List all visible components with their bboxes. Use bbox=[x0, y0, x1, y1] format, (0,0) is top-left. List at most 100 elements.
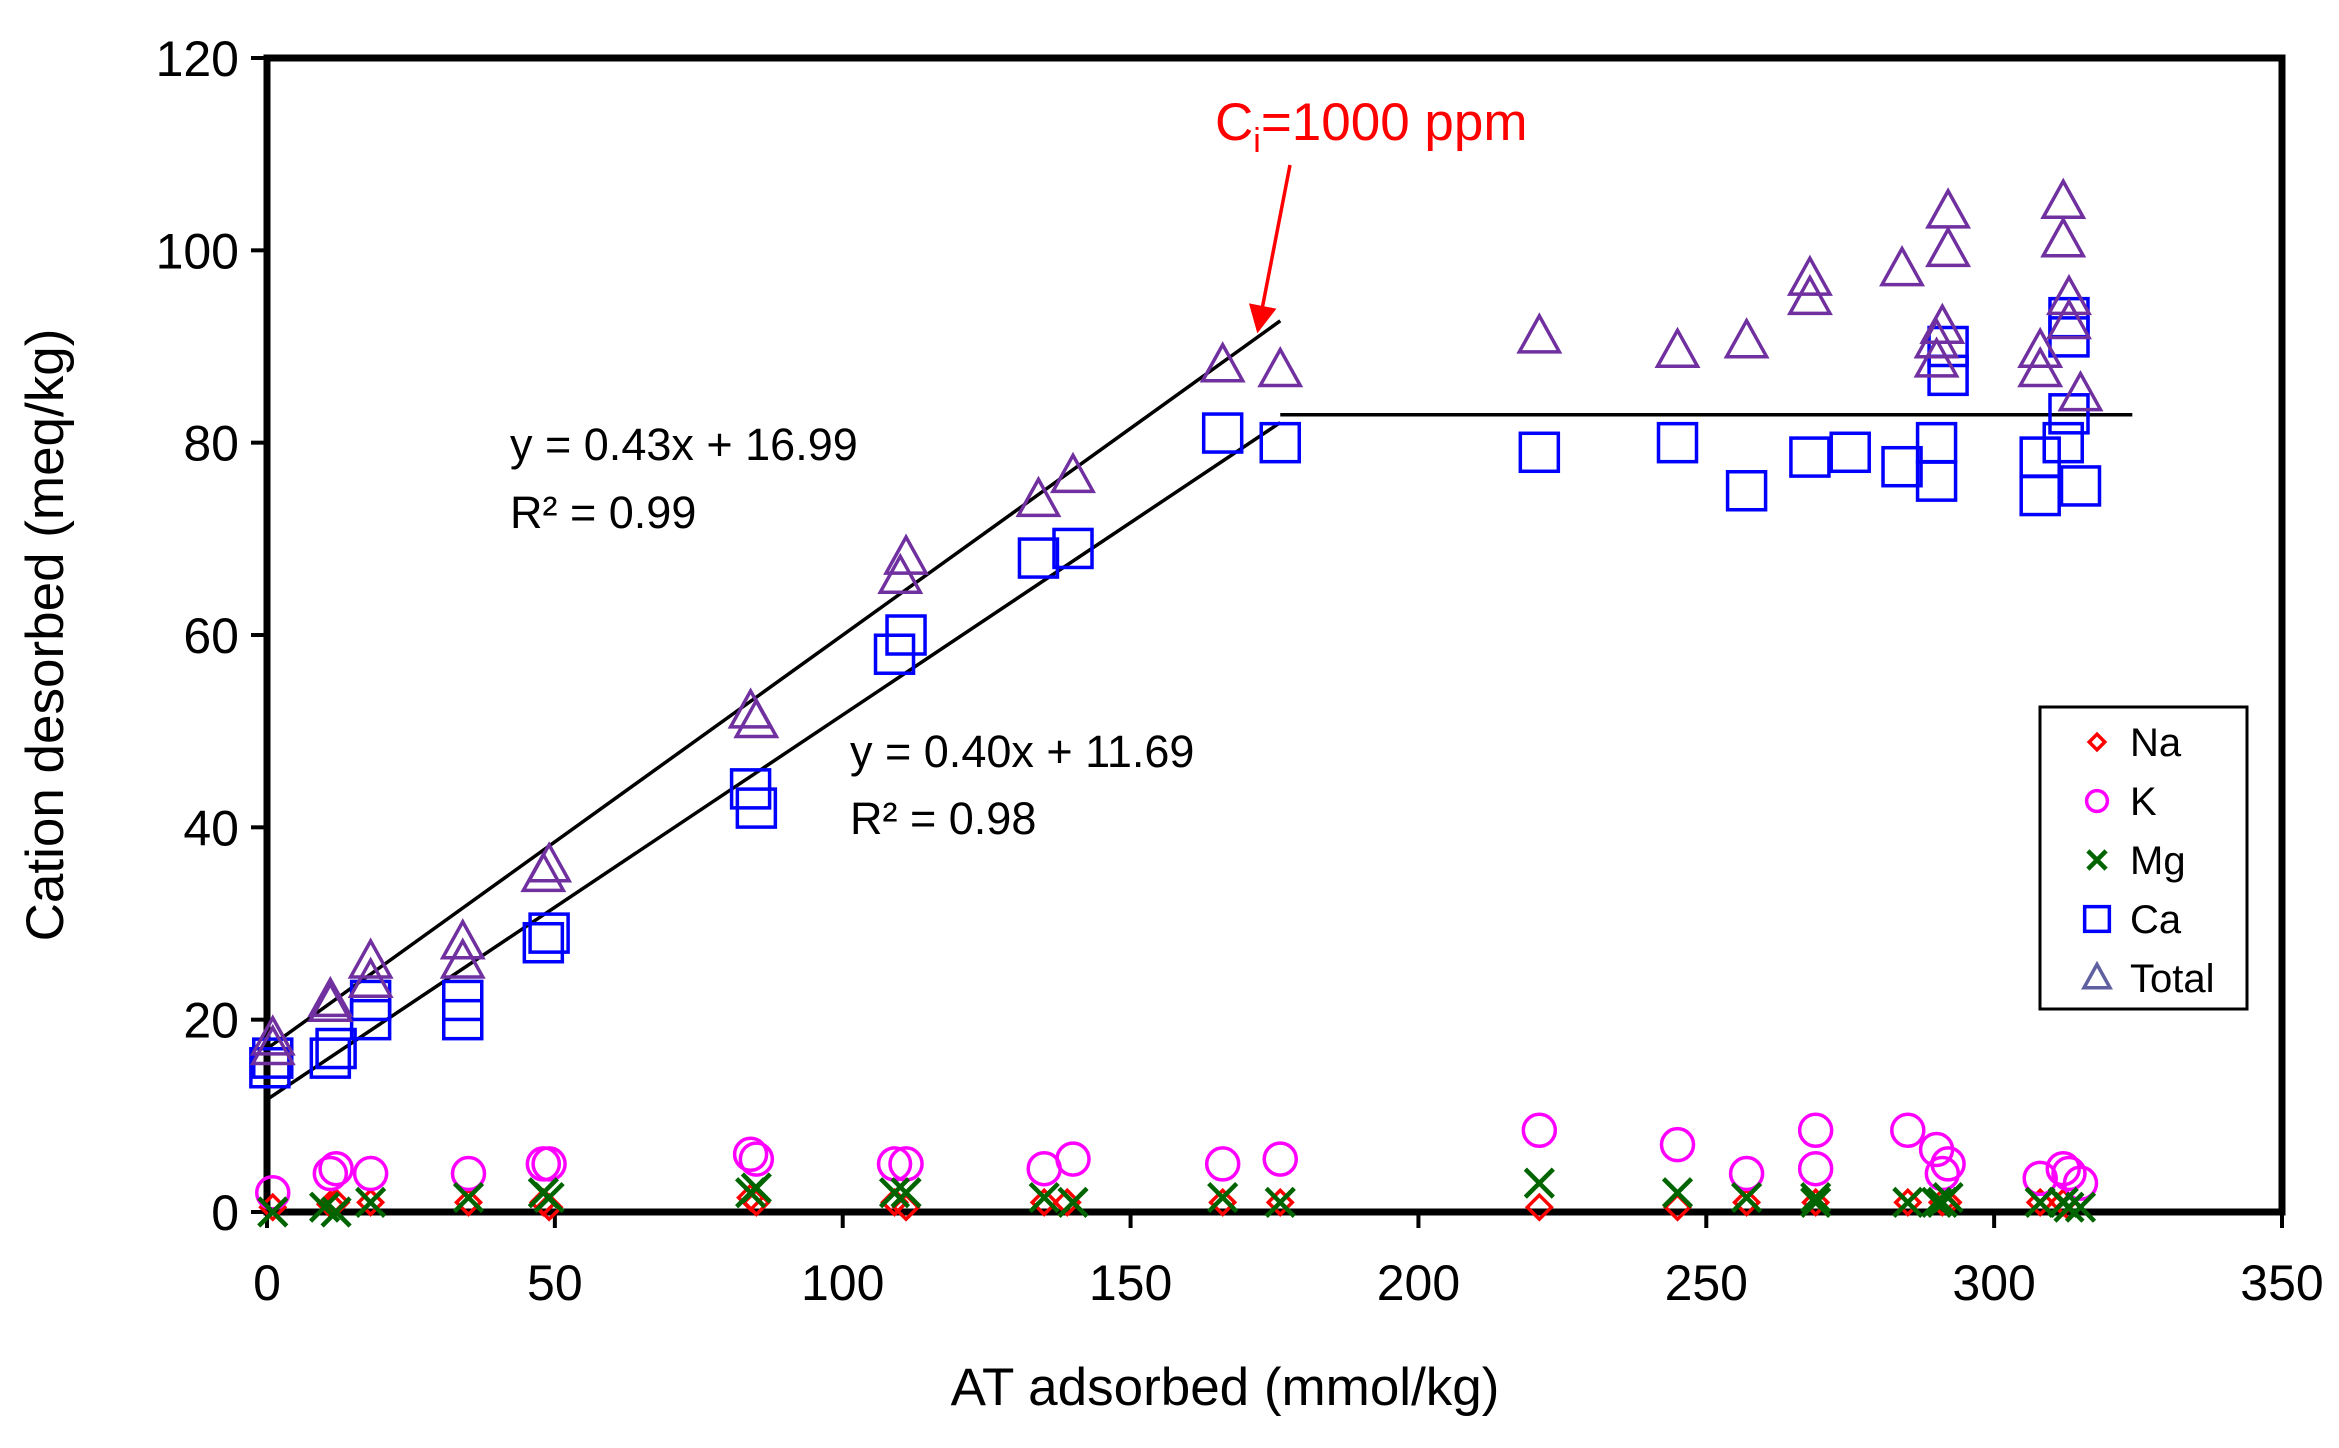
ca-point bbox=[1259, 421, 1302, 464]
y-tick-label: 0 bbox=[211, 1185, 239, 1241]
ca-point bbox=[1656, 421, 1699, 464]
ca-point bbox=[885, 614, 927, 656]
trendline-0 bbox=[265, 319, 1282, 1051]
total-point bbox=[1925, 225, 1972, 268]
ca-point bbox=[1829, 431, 1871, 474]
x-tick-label: 350 bbox=[2240, 1255, 2323, 1311]
na-point bbox=[1265, 1187, 1295, 1217]
total-point bbox=[2017, 326, 2064, 369]
k-point bbox=[2022, 1160, 2058, 1197]
na-point bbox=[1732, 1187, 1762, 1217]
x-tick-label: 250 bbox=[1665, 1255, 1748, 1311]
ca-point bbox=[1201, 412, 1244, 454]
mg-point bbox=[2064, 1191, 2097, 1223]
mg-point bbox=[452, 1181, 485, 1214]
ca-point bbox=[1789, 436, 1831, 478]
ca-point bbox=[2042, 421, 2084, 464]
x-tick-label: 0 bbox=[253, 1255, 281, 1311]
k-point bbox=[732, 1136, 769, 1173]
k-point bbox=[1262, 1141, 1299, 1177]
legend-na-marker bbox=[2086, 731, 2108, 753]
mg-point bbox=[2053, 1191, 2085, 1223]
ca-point bbox=[1725, 470, 1768, 512]
mg-point bbox=[1800, 1186, 1832, 1218]
ca-point bbox=[441, 979, 484, 1022]
legend-box bbox=[2038, 705, 2249, 1011]
concentration-annotation: Ci=1000 ppm bbox=[1215, 93, 1528, 160]
mg-point bbox=[1932, 1181, 1964, 1214]
k-point bbox=[1797, 1150, 1834, 1187]
ca-point bbox=[249, 1047, 291, 1089]
total-point bbox=[2046, 297, 2092, 340]
x-tick-label: 50 bbox=[527, 1255, 583, 1311]
mg-point bbox=[1661, 1177, 1694, 1209]
mg-point bbox=[320, 1196, 352, 1228]
mg-point bbox=[533, 1181, 565, 1214]
total-point bbox=[249, 1023, 296, 1066]
k-point bbox=[1521, 1112, 1558, 1149]
total-point bbox=[249, 1014, 296, 1056]
mg-point bbox=[1892, 1186, 1924, 1218]
total-point bbox=[307, 975, 354, 1018]
mg-point bbox=[878, 1177, 911, 1209]
total-point bbox=[439, 918, 486, 960]
na-point bbox=[2025, 1187, 2055, 1217]
total-point bbox=[1257, 345, 1304, 388]
data-points bbox=[249, 177, 2104, 1228]
na-point bbox=[1893, 1187, 1923, 1217]
x-tick-label: 200 bbox=[1377, 1255, 1460, 1311]
mg-point bbox=[1264, 1186, 1296, 1218]
mg-point bbox=[740, 1172, 772, 1204]
ca-trend-r2: R² = 0.98 bbox=[850, 793, 1036, 844]
annotation-main: C bbox=[1215, 93, 1253, 152]
total-point bbox=[1786, 254, 1833, 296]
mg-point bbox=[1730, 1181, 1763, 1214]
y-tick-label: 100 bbox=[156, 223, 239, 279]
trendlines bbox=[265, 319, 2133, 1102]
mg-point bbox=[1800, 1181, 1832, 1214]
total-point bbox=[2040, 216, 2087, 258]
annotation-arrow bbox=[1248, 164, 1292, 334]
total-point bbox=[526, 841, 573, 883]
k-point bbox=[1204, 1146, 1241, 1182]
total-point bbox=[2046, 273, 2092, 316]
total-point bbox=[347, 937, 394, 979]
ca-trend-equation: y = 0.40x + 11.69 bbox=[850, 726, 1194, 777]
na-point bbox=[454, 1187, 483, 1217]
total-point bbox=[1913, 317, 1960, 359]
mg-point bbox=[1523, 1167, 1555, 1199]
legend-k-label: K bbox=[2130, 780, 2157, 824]
ca-point bbox=[349, 979, 392, 1022]
y-tick-label: 60 bbox=[183, 608, 239, 664]
total-point bbox=[2057, 369, 2104, 412]
mg-point bbox=[890, 1177, 922, 1209]
k-point bbox=[2051, 1155, 2087, 1192]
na-point bbox=[1524, 1192, 1554, 1222]
legend-mg-label: Mg bbox=[2130, 839, 2186, 883]
total-point bbox=[1925, 187, 1972, 229]
na-point bbox=[1801, 1187, 1831, 1217]
axis-ticks: 0 50 100 150 200 250 300 350 0 20 40 60 80 100 120 bbox=[156, 31, 2324, 1311]
k-point bbox=[450, 1155, 487, 1192]
legend-k-marker bbox=[2084, 788, 2110, 814]
annotation-subscript: i bbox=[1253, 122, 1261, 160]
total-point bbox=[733, 696, 780, 739]
k-point bbox=[1659, 1126, 1696, 1163]
mg-point bbox=[1028, 1181, 1060, 1214]
k-point bbox=[318, 1150, 354, 1187]
ca-point bbox=[1915, 421, 1958, 464]
ca-point bbox=[1017, 537, 1060, 579]
k-point bbox=[352, 1155, 389, 1192]
x-tick-label: 100 bbox=[801, 1255, 884, 1311]
ca-point bbox=[1927, 325, 1969, 368]
total-point bbox=[1199, 341, 1246, 383]
total-point bbox=[1723, 317, 1770, 359]
legend-mg-marker bbox=[2086, 849, 2108, 871]
total-trend-equation: y = 0.43x + 16.99 bbox=[510, 419, 858, 470]
k-point bbox=[1890, 1112, 1926, 1149]
total-point bbox=[1516, 312, 1563, 354]
total-point bbox=[1919, 302, 1966, 345]
legend-total-label: Total bbox=[2130, 957, 2215, 1001]
total-trend-r2: R² = 0.99 bbox=[510, 487, 696, 538]
